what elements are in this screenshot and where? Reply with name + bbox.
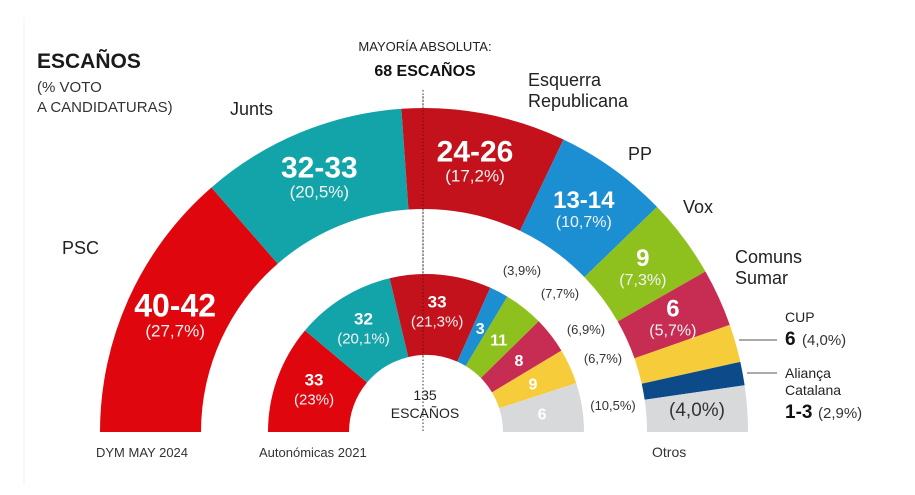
inner-seats-esquerra-republicana: 33 — [428, 292, 447, 311]
inner-segment-vox — [465, 296, 539, 379]
party-name-junts: Junts — [230, 99, 273, 119]
inner-vote-psc: (23%) — [294, 391, 334, 408]
party-name-ac-line-2: Catalana — [785, 382, 841, 398]
party-name-erc-line-2: Republicana — [528, 91, 629, 111]
ac-seats: 1-3 — [785, 402, 812, 423]
chart-subtitle-line-1: (% VOTO — [37, 79, 102, 96]
inner-seats-pp: 3 — [476, 321, 485, 338]
inner-seats-comuns-sumar: 8 — [514, 353, 523, 370]
inner-segment-cup — [492, 350, 577, 409]
majority-label: MAYORÍA ABSOLUTA: — [358, 39, 491, 54]
inner-vote-otros: (10,5%) — [590, 398, 636, 413]
outer-segment-pp — [520, 139, 658, 278]
inner-ring-caption: Autonómicas 2021 — [259, 445, 367, 460]
cup-seats: 6 — [785, 329, 796, 350]
inner-segment-psc — [268, 330, 368, 432]
party-name-comuns-line-2: Sumar — [735, 268, 788, 288]
outer-seats-junts: 32-33 — [281, 151, 358, 184]
inner-segment-comuns-sumar — [480, 321, 562, 393]
inner-vote-cup: (6,7%) — [584, 351, 622, 366]
chart-subtitle-line-2: A CANDIDATURAS) — [37, 99, 173, 116]
party-name-pp: PP — [628, 144, 652, 164]
labels: 40-42(27,7%) 32-33(20,5%) 24-26(17,2%) 13-1… — [134, 135, 725, 423]
outer-seats-psc: 40-42 — [134, 288, 216, 324]
inner-seats-junts: 32 — [354, 310, 373, 329]
outer-segment-vox — [584, 206, 706, 322]
outer-vote-pp: (10,7%) — [556, 214, 612, 231]
outer-vote-esquerra-republicana: (17,2%) — [445, 166, 505, 185]
cup-vote: (4,0%) — [802, 332, 846, 349]
party-name-erc-line-1: Esquerra — [528, 70, 602, 90]
outer-segment-cup — [634, 324, 741, 384]
total-seats-number: 135 — [413, 387, 437, 403]
outer-segment-alianca-catalana — [641, 361, 745, 400]
inner-vote-vox: (7,7%) — [541, 286, 579, 301]
outer-seats-pp: 13-14 — [553, 187, 615, 214]
party-name-ac-line-1: Aliança — [785, 365, 831, 381]
inner-seats-cup: 9 — [528, 376, 537, 393]
outer-segment-otros — [644, 385, 748, 432]
inner-vote-esquerra-republicana: (21,3%) — [411, 313, 464, 330]
outer-vote-otros: (4,0%) — [669, 400, 725, 421]
inner-seats-vox: 11 — [490, 333, 507, 350]
outer-seats-vox: 9 — [636, 245, 649, 272]
party-name-vox: Vox — [683, 197, 713, 217]
inner-seats-otros: 6 — [538, 407, 547, 424]
ac-vote: (2,9%) — [818, 405, 862, 422]
outer-vote-psc: (27,7%) — [145, 322, 205, 341]
outer-vote-junts: (20,5%) — [290, 182, 350, 201]
chart-title: ESCAÑOS — [37, 50, 141, 73]
inner-segment-otros — [499, 383, 584, 432]
outer-seats-comuns-sumar: 6 — [666, 296, 679, 323]
inner-segment-esquerra-republicana — [389, 274, 491, 362]
inner-ring — [268, 274, 584, 432]
party-name-psc: PSC — [62, 238, 99, 258]
party-name-cup: CUP — [785, 309, 815, 325]
outer-segment-esquerra-republicana — [401, 107, 564, 231]
outer-vote-comuns-sumar: (5,7%) — [649, 323, 696, 340]
outer-segment-junts — [211, 108, 409, 264]
outer-segment-psc — [100, 187, 278, 432]
inner-segment-junts — [304, 278, 409, 383]
inner-vote-pp: (3,9%) — [503, 263, 541, 278]
total-seats-label: ESCAÑOS — [391, 405, 459, 421]
inner-vote-comuns-sumar: (6,9%) — [567, 322, 605, 337]
inner-segment-pp — [457, 287, 508, 366]
inner-seats-psc: 33 — [305, 370, 324, 389]
outer-ring — [100, 107, 748, 432]
outer-segment-comuns-sumar — [617, 271, 730, 359]
outer-ring-caption: DYM MAY 2024 — [96, 445, 188, 460]
outer-seats-esquerra-republicana: 24-26 — [437, 135, 514, 168]
inner-vote-junts: (20,1%) — [337, 331, 390, 348]
party-name-comuns-line-1: Comuns — [735, 247, 802, 267]
majority-seats: 68 ESCAÑOS — [374, 60, 476, 80]
outer-vote-vox: (7,3%) — [619, 272, 666, 289]
party-name-otros: Otros — [652, 444, 686, 460]
